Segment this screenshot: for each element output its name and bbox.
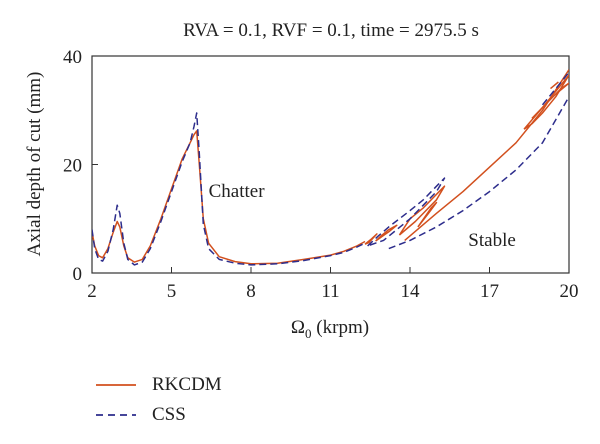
y-tick-label: 20: [63, 156, 82, 177]
y-tick-label: 40: [63, 47, 82, 68]
x-tick-label: 8: [246, 281, 256, 302]
series-line-rkcdm: [398, 185, 446, 236]
series-line-rkcdm: [550, 81, 559, 90]
y-axis-label: Axial depth of cut (mm): [24, 72, 45, 257]
series-line-rkcdm: [417, 201, 438, 228]
annotation-stable: Stable: [468, 230, 516, 251]
legend-label-css: CSS: [152, 404, 186, 425]
annotation-chatter: Chatter: [209, 181, 266, 202]
x-axis-label-subscript: 0: [305, 326, 312, 341]
series-line-rkcdm: [404, 69, 569, 241]
series-line-css: [388, 96, 569, 250]
y-tick-label: 0: [73, 264, 83, 285]
chart-title: RVA = 0.1, RVF = 0.1, time = 2975.5 s: [183, 20, 479, 41]
series-line-css: [367, 177, 446, 247]
x-tick-label: 2: [87, 281, 97, 302]
legend-item-css: CSS: [96, 404, 186, 426]
chart: RVA = 0.1, RVF = 0.1, time = 2975.5 s 2 5…: [24, 20, 579, 341]
legend-label-rkcdm: RKCDM: [152, 374, 222, 395]
x-axis-label: Ω0 (krpm): [291, 317, 369, 341]
x-tick-label: 20: [560, 281, 579, 302]
x-axis-label-symbol: Ω: [291, 317, 305, 338]
series-line-rkcdm: [364, 233, 378, 245]
series-line-rkcdm: [375, 224, 398, 242]
series-line-rkcdm: [92, 130, 366, 265]
series-layer: [92, 69, 569, 266]
legend-swatch-rkcdm: [96, 384, 136, 386]
x-tick-label: 14: [401, 281, 421, 302]
x-axis-label-rest: (krpm): [312, 317, 370, 338]
x-axis: 2 5 8 11 14 17 20: [87, 267, 579, 302]
y-axis: 0 20 40: [63, 47, 98, 285]
x-tick-label: 11: [321, 281, 339, 302]
x-tick-label: 17: [480, 281, 499, 302]
x-tick-label: 5: [167, 281, 177, 302]
series-line-css: [92, 112, 366, 266]
legend-item-rkcdm: RKCDM: [96, 374, 222, 396]
legend-swatch-css: [96, 414, 136, 416]
series-line-rkcdm: [531, 82, 569, 119]
series-line-css: [541, 71, 569, 106]
series-line-rkcdm: [523, 74, 569, 130]
